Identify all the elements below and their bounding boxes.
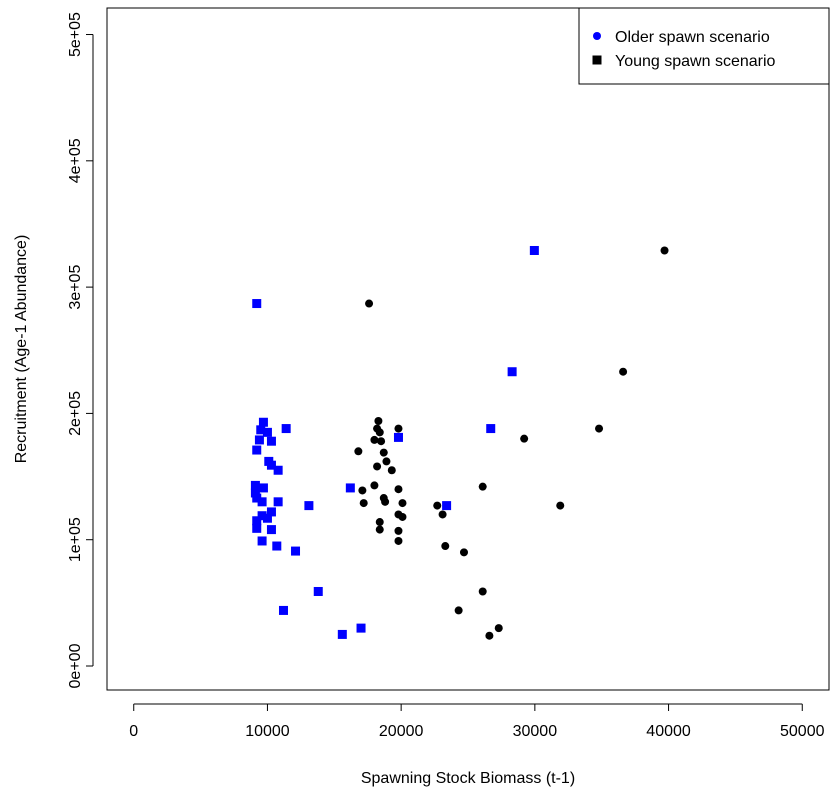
y-tick-label: 0e+00 xyxy=(67,643,84,688)
point xyxy=(273,465,283,475)
point xyxy=(345,483,355,493)
point xyxy=(262,427,272,437)
x-tick-label: 30000 xyxy=(513,723,558,740)
point xyxy=(442,501,452,511)
point xyxy=(381,497,390,506)
point xyxy=(278,605,288,615)
point xyxy=(266,460,276,470)
point xyxy=(619,367,628,376)
point xyxy=(478,482,487,491)
point xyxy=(262,513,272,523)
point xyxy=(486,424,496,434)
point xyxy=(272,541,282,551)
point xyxy=(377,437,386,446)
point xyxy=(459,548,468,557)
point xyxy=(375,518,384,527)
point xyxy=(394,536,403,545)
point xyxy=(252,445,262,455)
point xyxy=(393,432,403,442)
point xyxy=(370,481,379,490)
point xyxy=(398,512,407,521)
point xyxy=(478,587,487,596)
point xyxy=(337,629,347,639)
point xyxy=(313,586,323,596)
y-axis-title: Recruitment (Age-1 Abundance) xyxy=(13,235,30,464)
point xyxy=(354,447,363,456)
y-tick-label: 5e+05 xyxy=(67,12,84,57)
point xyxy=(374,416,383,425)
point xyxy=(370,435,379,444)
point xyxy=(454,606,463,615)
point xyxy=(252,516,262,526)
point xyxy=(520,434,529,443)
point xyxy=(556,501,565,510)
y-tick-label: 1e+05 xyxy=(67,517,84,562)
point xyxy=(250,488,260,498)
legend-marker xyxy=(593,32,601,40)
point xyxy=(252,523,262,533)
point xyxy=(379,448,388,457)
legend-label: Older spawn scenario xyxy=(615,29,770,46)
point xyxy=(438,510,447,519)
point xyxy=(485,631,494,640)
point xyxy=(356,623,366,633)
point xyxy=(250,480,260,490)
point xyxy=(373,462,382,471)
point xyxy=(252,493,262,503)
plot-box xyxy=(106,7,830,691)
point xyxy=(382,457,391,466)
point xyxy=(291,546,301,556)
y-tick-label: 4e+05 xyxy=(67,138,84,183)
point xyxy=(266,525,276,535)
point xyxy=(394,526,403,535)
y-tick-label: 2e+05 xyxy=(67,391,84,436)
point xyxy=(394,485,403,494)
point xyxy=(256,425,266,435)
point xyxy=(358,486,367,495)
point xyxy=(281,424,291,434)
point xyxy=(507,367,517,377)
x-tick-label: 50000 xyxy=(780,723,825,740)
legend-label: Young spawn scenario xyxy=(615,53,776,70)
point xyxy=(304,501,314,511)
point xyxy=(433,501,442,510)
x-tick-label: 0 xyxy=(129,723,138,740)
y-tick-label: 3e+05 xyxy=(67,265,84,310)
point xyxy=(660,246,669,255)
x-tick-label: 10000 xyxy=(245,723,290,740)
point xyxy=(254,435,264,445)
point xyxy=(266,436,276,446)
point xyxy=(441,542,450,551)
legend-marker xyxy=(592,55,602,65)
point xyxy=(529,245,539,255)
point xyxy=(375,525,384,534)
point xyxy=(252,299,262,309)
point xyxy=(273,497,283,507)
point xyxy=(258,483,268,493)
legend-box xyxy=(578,7,830,85)
point xyxy=(595,424,604,433)
point xyxy=(258,417,268,427)
x-axis-title: Spawning Stock Biomass (t-1) xyxy=(361,770,575,787)
point xyxy=(494,624,503,633)
point xyxy=(257,497,267,507)
point xyxy=(394,424,403,433)
point xyxy=(257,536,267,546)
point xyxy=(387,466,396,475)
point xyxy=(375,428,384,437)
point xyxy=(257,511,267,521)
point xyxy=(266,507,276,517)
x-tick-label: 20000 xyxy=(379,723,424,740)
point xyxy=(359,499,368,508)
point xyxy=(398,499,407,508)
point xyxy=(365,299,374,308)
x-tick-label: 40000 xyxy=(646,723,691,740)
